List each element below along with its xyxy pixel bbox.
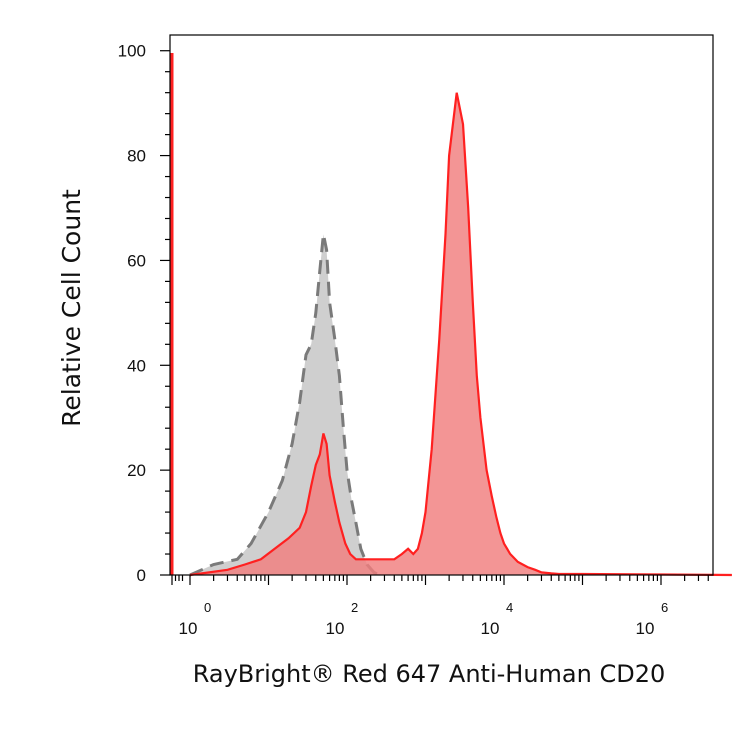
y-tick-labels: 0 20 40 60 80 100 bbox=[118, 42, 146, 585]
y-tick-label: 20 bbox=[127, 461, 146, 480]
x-tick-label: 10 6 bbox=[636, 600, 669, 638]
x-tick-exponent: 6 bbox=[661, 600, 668, 615]
x-tick-label: 10 2 bbox=[326, 600, 359, 638]
series-0-area bbox=[190, 234, 380, 575]
y-tick-label: 40 bbox=[127, 356, 146, 375]
x-tick-exponent: 2 bbox=[351, 600, 358, 615]
series-1-line bbox=[189, 92, 732, 577]
series-1-area bbox=[190, 92, 732, 575]
plot-frame bbox=[169, 34, 714, 576]
x-tick-base: 10 bbox=[326, 619, 345, 638]
y-tick-label: 80 bbox=[127, 147, 146, 166]
x-tick-base: 10 bbox=[179, 619, 198, 638]
y-tick-label: 60 bbox=[127, 251, 146, 270]
x-tick-label: 10 4 bbox=[481, 600, 514, 638]
x-tick-label: 10 0 bbox=[179, 600, 212, 638]
x-tick-labels: 10 0 10 2 10 4 10 6 bbox=[179, 600, 669, 638]
x-axis-title: RayBright® Red 647 Anti-Human CD20 bbox=[193, 660, 666, 688]
x-tick-exponent: 0 bbox=[204, 600, 211, 615]
series-0-line bbox=[189, 233, 381, 577]
x-tick-base: 10 bbox=[481, 619, 500, 638]
y-axis-title: Relative Cell Count bbox=[57, 189, 86, 427]
y-tick-label: 0 bbox=[137, 566, 146, 585]
axis-ticks bbox=[160, 50, 709, 585]
plot-area bbox=[170, 53, 732, 577]
x-tick-base: 10 bbox=[636, 619, 655, 638]
y-tick-label: 100 bbox=[118, 42, 146, 61]
x-tick-exponent: 4 bbox=[506, 600, 513, 615]
